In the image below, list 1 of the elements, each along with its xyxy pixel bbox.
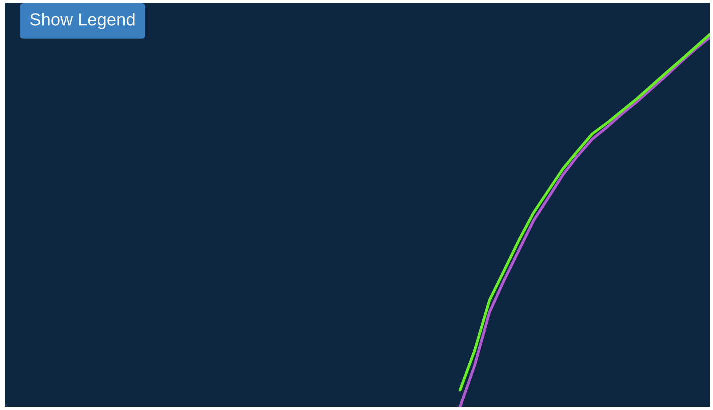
text: Show Legend: [30, 13, 135, 30]
